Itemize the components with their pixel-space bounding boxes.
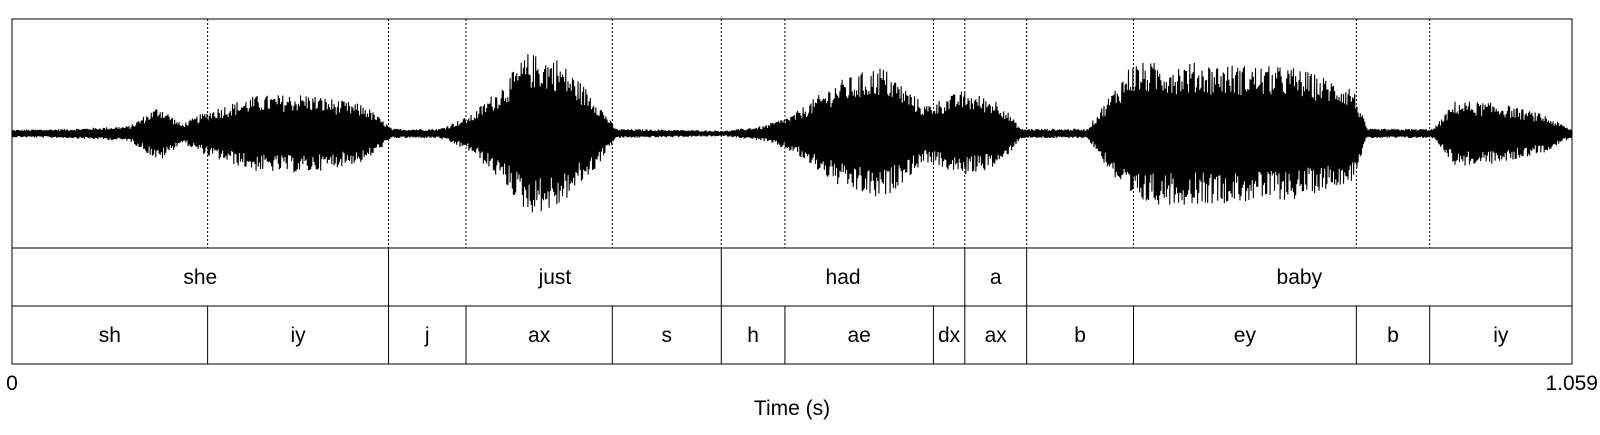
phone-label: s xyxy=(662,324,673,347)
tier-phones: sh iy j ax s h ae dx ax b ey b iy xyxy=(99,306,1509,364)
phone-label: j xyxy=(424,324,430,347)
time-axis: 0 1.059 Time (s) xyxy=(6,372,1598,420)
word-label: baby xyxy=(1277,266,1323,289)
word-label: had xyxy=(826,266,861,289)
waveform-panel xyxy=(11,18,1573,249)
phone-label: b xyxy=(1387,324,1399,347)
tier-words: she just had a baby xyxy=(183,248,1323,306)
x-tick-label-end: 1.059 xyxy=(1545,372,1598,395)
phone-label: dx xyxy=(938,324,961,347)
x-axis-label: Time (s) xyxy=(754,397,830,420)
phone-label: b xyxy=(1074,324,1086,347)
phone-label: sh xyxy=(99,324,121,347)
phone-label: ax xyxy=(528,324,551,347)
phone-label: h xyxy=(747,324,759,347)
waveform-trace xyxy=(11,54,1573,213)
word-label: just xyxy=(538,266,572,289)
word-label: she xyxy=(183,266,217,289)
phone-label: iy xyxy=(1493,324,1509,347)
phone-label: ey xyxy=(1234,324,1257,347)
x-tick-label-start: 0 xyxy=(6,372,18,395)
phone-label: iy xyxy=(290,324,306,347)
phone-label: ae xyxy=(847,324,870,347)
phone-label: ax xyxy=(985,324,1008,347)
word-label: a xyxy=(990,266,1002,289)
